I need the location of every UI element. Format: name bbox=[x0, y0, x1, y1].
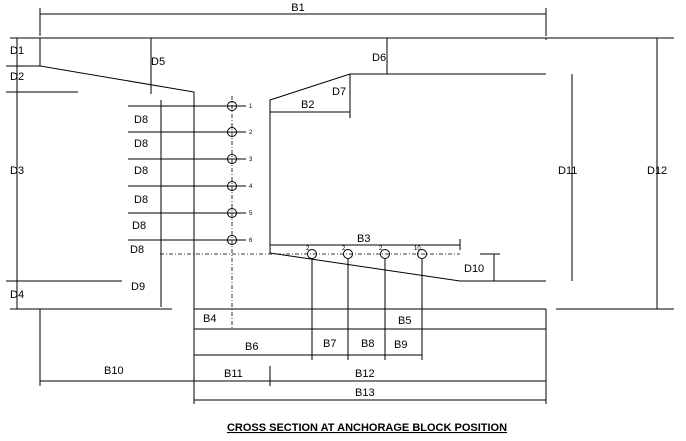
label-d6: D6 bbox=[372, 52, 386, 64]
label-d2: D2 bbox=[10, 71, 24, 83]
label-d8-4: D8 bbox=[134, 194, 148, 206]
tendon-4 bbox=[227, 181, 237, 191]
tendon-6 bbox=[227, 235, 237, 245]
label-b6: B6 bbox=[245, 341, 258, 353]
label-d1: D1 bbox=[10, 45, 24, 57]
label-b9: B9 bbox=[394, 339, 407, 351]
label-d8-5: D8 bbox=[132, 220, 146, 232]
label-b10: B10 bbox=[104, 365, 124, 377]
label-d10: D10 bbox=[464, 263, 484, 275]
tendon-label-2: 2 bbox=[249, 130, 253, 136]
label-b8: B8 bbox=[361, 338, 374, 350]
left-web-outline bbox=[39, 38, 195, 309]
label-d5: D5 bbox=[151, 56, 165, 68]
label-d7: D7 bbox=[332, 86, 346, 98]
label-b13: B13 bbox=[355, 387, 375, 399]
tendon-b-label-1: 2 bbox=[306, 246, 310, 252]
label-b7: B7 bbox=[323, 338, 336, 350]
label-b2: B2 bbox=[301, 99, 314, 111]
tendon-b-label-4: 10 bbox=[414, 246, 421, 252]
label-d12: D12 bbox=[647, 165, 667, 177]
label-b3: B3 bbox=[357, 233, 370, 245]
tendon-label-3: 3 bbox=[249, 157, 253, 163]
label-d3: D3 bbox=[10, 165, 24, 177]
section-outline bbox=[10, 37, 674, 386]
tendon-b-label-3: 2 bbox=[379, 246, 383, 252]
tendon-label-6: 6 bbox=[249, 238, 253, 244]
right-web-outline bbox=[269, 73, 546, 282]
bottom-tendons: 2 2 2 10 bbox=[306, 246, 427, 259]
label-b11: B11 bbox=[224, 368, 243, 380]
label-d8-1: D8 bbox=[134, 114, 148, 126]
tendon-label-1: 1 bbox=[249, 104, 253, 110]
dims-left: D1 D2 D3 D4 bbox=[6, 38, 122, 309]
label-b12: B12 bbox=[355, 368, 375, 380]
dim-b1: B1 bbox=[39, 2, 547, 36]
tendon-2 bbox=[227, 127, 237, 137]
label-b4: B4 bbox=[203, 313, 216, 325]
label-b5: B5 bbox=[398, 315, 411, 327]
tendon-label-4: 4 bbox=[249, 184, 253, 190]
tendon-rows: D8 D8 D8 D8 D8 D8 1 2 3 4 5 6 bbox=[128, 101, 253, 256]
label-d4: D4 bbox=[10, 289, 24, 301]
tendon-3 bbox=[227, 154, 237, 164]
label-d8-3: D8 bbox=[134, 165, 148, 177]
tendon-5 bbox=[227, 208, 237, 218]
drawing-title: CROSS SECTION AT ANCHORAGE BLOCK POSITIO… bbox=[227, 422, 507, 434]
tendon-label-5: 5 bbox=[249, 211, 253, 217]
label-b1: B1 bbox=[291, 2, 304, 14]
label-d8-6: D8 bbox=[130, 244, 144, 256]
label-d8-2: D8 bbox=[134, 138, 148, 150]
label-d9: D9 bbox=[131, 281, 145, 293]
label-d11: D11 bbox=[558, 165, 577, 177]
tendon-b-label-2: 2 bbox=[342, 246, 346, 252]
tendon-1 bbox=[227, 101, 237, 111]
dims-bottom: B4 B5 B6 B7 B8 B9 B10 B11 B12 B13 bbox=[40, 258, 547, 404]
